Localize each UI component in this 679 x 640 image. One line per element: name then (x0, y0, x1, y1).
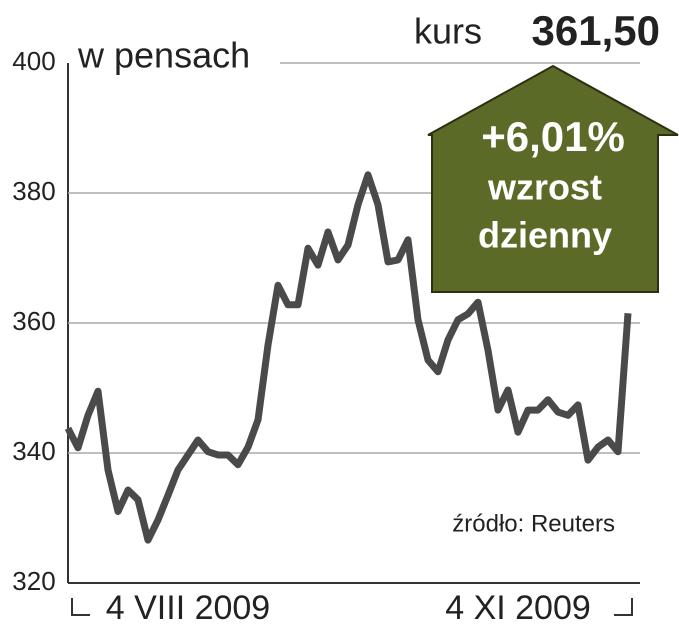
y-tick-label: 340 (12, 436, 55, 466)
arrow-shape (427, 64, 679, 293)
change-arrow: +6,01% wzrost dzienny (427, 64, 679, 293)
price: 361,50 (532, 7, 660, 54)
y-tick-label: 380 (12, 176, 55, 206)
change-value: +6,01% (481, 113, 625, 160)
x-tick-label: 4 VIII 2009 (106, 589, 270, 627)
y-tick-label: 360 (12, 306, 55, 336)
y-axis-label: w pensach (77, 35, 250, 76)
y-tick-label: 400 (12, 46, 55, 76)
x-tick-label: 4 XI 2009 (445, 589, 591, 627)
source: źródło: Reuters (452, 510, 615, 537)
price-line (64, 171, 632, 544)
change-text: wzrost (487, 167, 602, 208)
y-tick-label: 320 (12, 566, 55, 596)
change-text: dzienny (478, 215, 612, 256)
price-label: kurs (414, 11, 482, 52)
x-bracket (71, 598, 633, 616)
